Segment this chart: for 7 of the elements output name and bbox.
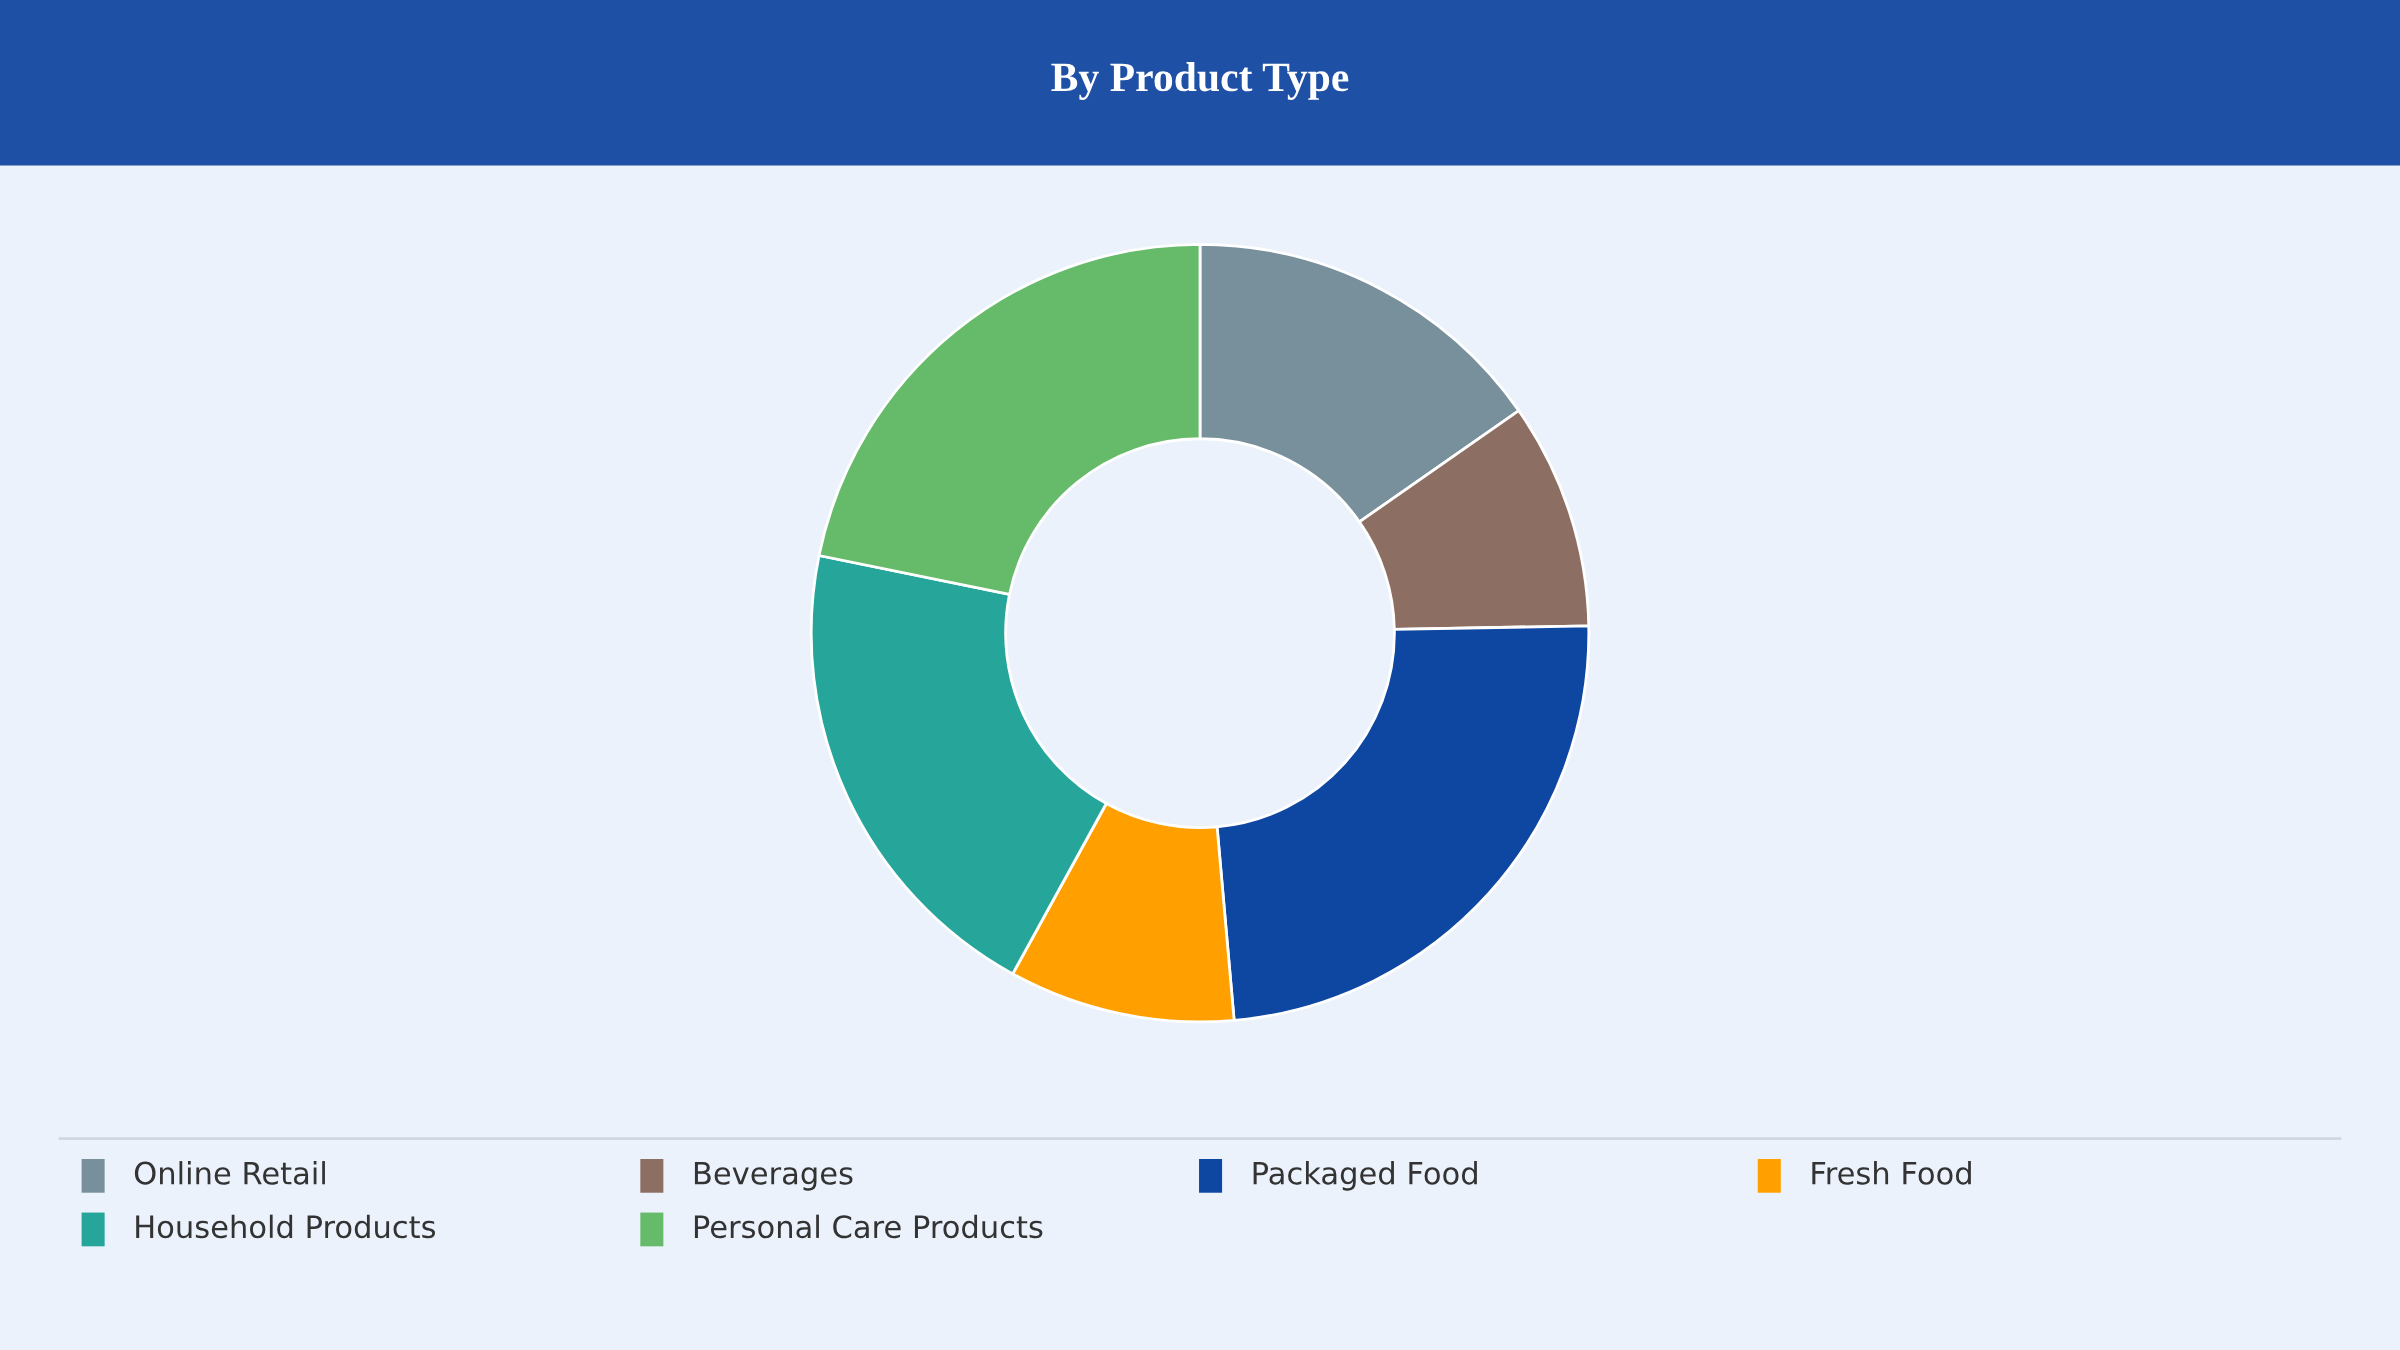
legend-label: Fresh Food <box>1812 1161 1971 1185</box>
legend-label: Household Products <box>136 1214 436 1239</box>
legend-label: Personal Care Products <box>694 1214 1043 1239</box>
chart-title: By Product Type <box>1051 62 1349 100</box>
legend-label: Packaged Food <box>1253 1161 1477 1191</box>
legend-label: Online Retail <box>134 1161 325 1185</box>
legend-label: Beverages <box>694 1162 853 1191</box>
